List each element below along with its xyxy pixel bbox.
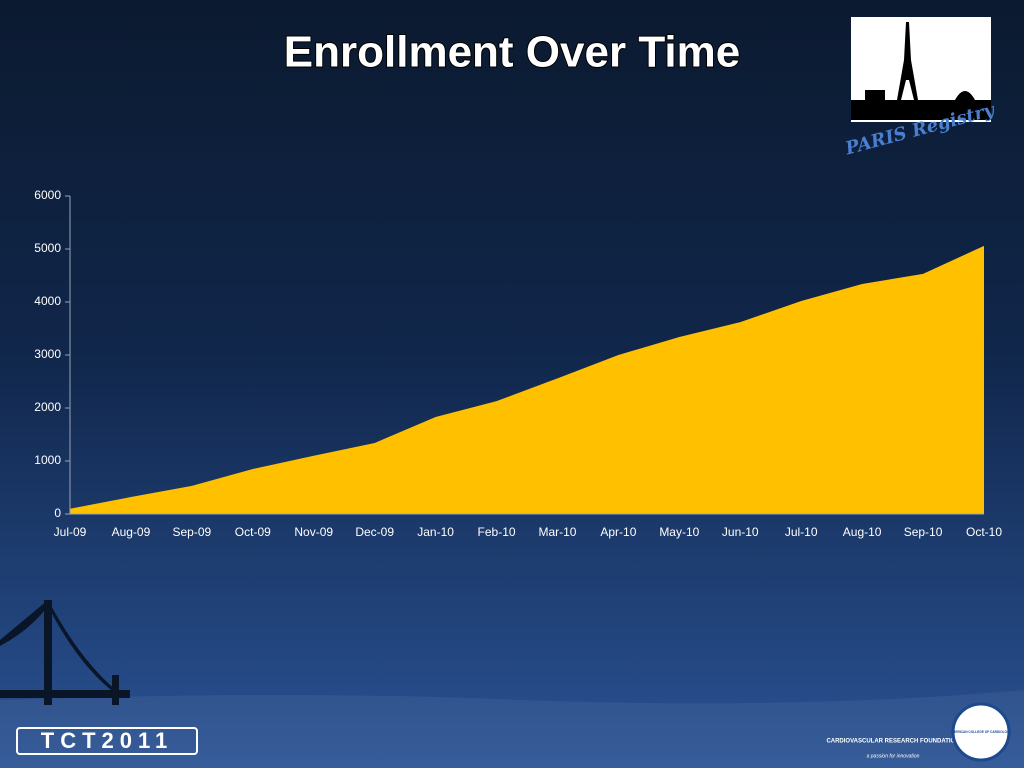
y-tick-label: 2000 <box>34 400 61 414</box>
x-tick-label: Aug-10 <box>843 525 882 539</box>
x-tick-label: Sep-10 <box>904 525 943 539</box>
plot: 0 1000 2000 3000 4000 5000 6000 Jul-09 Aug-09 Sep… <box>34 188 1002 539</box>
area <box>70 245 984 514</box>
y-tick-label: 6000 <box>34 188 61 202</box>
college-name: AMERICAN COLLEGE OF CARDIOLOGY <box>950 730 1012 734</box>
conference-logo-frame <box>16 727 198 755</box>
college-seal <box>951 702 1011 762</box>
floor-glow <box>0 690 1024 768</box>
y-tick-label: 5000 <box>34 241 61 255</box>
y-tick-label: 3000 <box>34 347 61 361</box>
x-tick-label: Apr-10 <box>600 525 636 539</box>
x-tick-label: Sep-09 <box>173 525 212 539</box>
x-tick-label: Jul-09 <box>54 525 87 539</box>
x-tick-label: Nov-09 <box>294 525 333 539</box>
conference-logo: TCT2011 <box>41 728 174 753</box>
y-tick-label: 1000 <box>34 453 61 467</box>
y-tick-label: 4000 <box>34 294 61 308</box>
x-tick-label: Mar-10 <box>538 525 576 539</box>
x-tick-label: Feb-10 <box>478 525 516 539</box>
x-tick-label: Jul-10 <box>785 525 818 539</box>
x-tick-label: Jun-10 <box>722 525 759 539</box>
eiffel-silhouette <box>851 22 991 120</box>
y-tick-label: 0 <box>54 506 61 520</box>
x-tick-label: Dec-09 <box>355 525 394 539</box>
foundation-name: CARDIOVASCULAR RESEARCH FOUNDATION <box>826 739 959 745</box>
x-tick-label: Oct-10 <box>966 525 1002 539</box>
x-tick-label: Oct-09 <box>235 525 271 539</box>
x-tick-label: Jan-10 <box>417 525 454 539</box>
foundation-tagline: a passion for innovation <box>867 753 920 759</box>
x-tick-label: Aug-09 <box>112 525 151 539</box>
chart-title: Enrollment Over Time <box>284 28 740 77</box>
bridge-silhouette <box>0 600 130 705</box>
x-tick-label: May-10 <box>659 525 699 539</box>
